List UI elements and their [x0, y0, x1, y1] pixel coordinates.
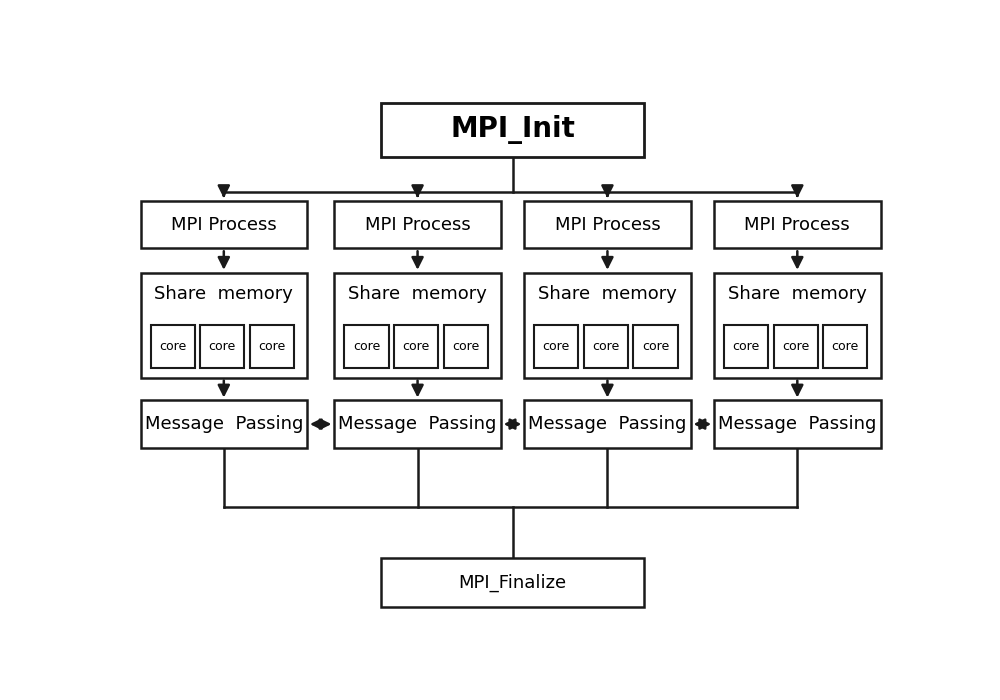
Bar	[534, 325, 578, 368]
Bar	[250, 325, 294, 368]
Bar	[524, 201, 691, 248]
Text: MPI Process: MPI Process	[555, 216, 660, 234]
Text: MPI_Finalize: MPI_Finalize	[458, 573, 567, 592]
Bar	[444, 325, 488, 368]
Text: core: core	[452, 340, 479, 353]
Text: Share  memory: Share memory	[154, 285, 293, 303]
Text: MPI Process: MPI Process	[744, 216, 850, 234]
Bar	[151, 325, 195, 368]
Bar	[714, 400, 881, 448]
Text: core: core	[258, 340, 285, 353]
Text: Message  Passing: Message Passing	[718, 415, 876, 433]
Text: Share  memory: Share memory	[538, 285, 677, 303]
Text: core: core	[782, 340, 809, 353]
Bar	[334, 201, 501, 248]
Text: core: core	[733, 340, 760, 353]
Text: core: core	[832, 340, 859, 353]
Text: core: core	[642, 340, 669, 353]
Text: core: core	[592, 340, 620, 353]
Bar	[200, 325, 244, 368]
Text: Message  Passing: Message Passing	[145, 415, 303, 433]
Bar	[714, 272, 881, 378]
Bar	[524, 272, 691, 378]
Text: MPI Process: MPI Process	[171, 216, 277, 234]
Bar	[584, 325, 628, 368]
Text: MPI Process: MPI Process	[365, 216, 470, 234]
Bar	[394, 325, 438, 368]
Bar	[140, 272, 307, 378]
Text: MPI_Init: MPI_Init	[450, 116, 575, 144]
Text: Share  memory: Share memory	[348, 285, 487, 303]
Bar	[724, 325, 768, 368]
Bar	[334, 400, 501, 448]
Text: core: core	[209, 340, 236, 353]
Text: core: core	[159, 340, 186, 353]
Bar	[140, 201, 307, 248]
Bar	[140, 400, 307, 448]
Text: core: core	[353, 340, 380, 353]
Bar	[823, 325, 867, 368]
Text: Message  Passing: Message Passing	[528, 415, 687, 433]
Bar	[334, 272, 501, 378]
Bar	[714, 201, 881, 248]
Bar	[774, 325, 818, 368]
Bar	[524, 400, 691, 448]
Bar	[344, 325, 389, 368]
Text: core: core	[402, 340, 430, 353]
Text: core: core	[543, 340, 570, 353]
Bar	[381, 103, 644, 157]
Bar	[381, 559, 644, 607]
Text: Message  Passing: Message Passing	[338, 415, 497, 433]
Bar	[633, 325, 678, 368]
Text: Share  memory: Share memory	[728, 285, 867, 303]
